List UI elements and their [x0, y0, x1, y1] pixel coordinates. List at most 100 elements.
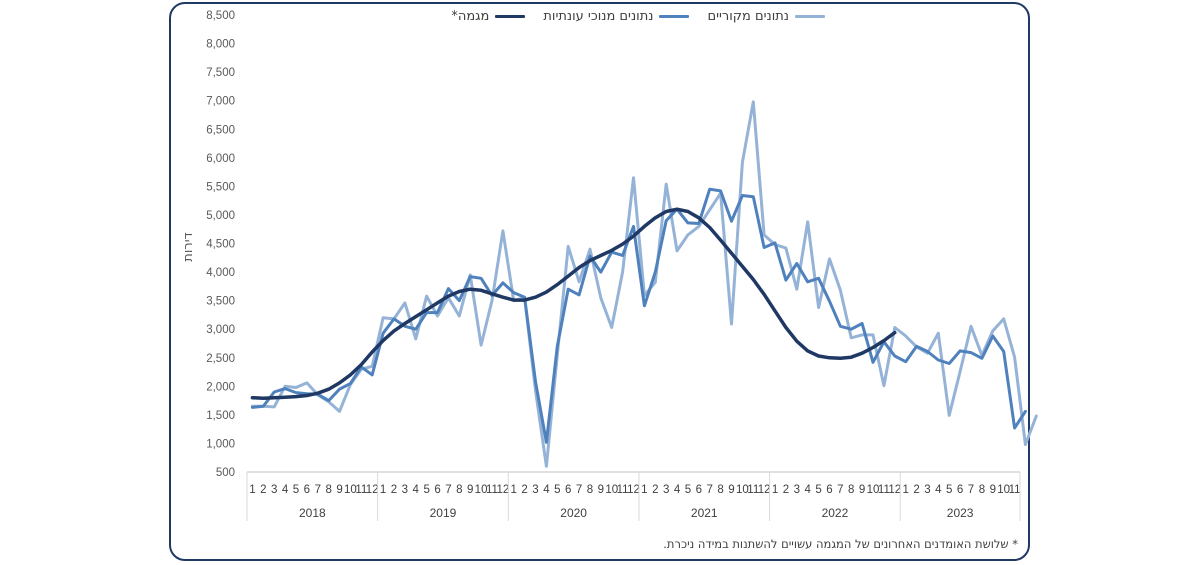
x-tick-label-month: 1 — [772, 484, 778, 496]
x-tick-label-month: 9 — [467, 484, 473, 496]
x-tick-label-month: 5 — [685, 484, 691, 496]
x-tick-label-month: 11 — [747, 484, 759, 496]
x-tick-label-month: 4 — [804, 484, 811, 496]
y-tick-label: 1,500 — [206, 410, 235, 422]
x-tick-label-month: 11 — [878, 484, 890, 496]
y-tick-label: 3,000 — [206, 324, 235, 336]
x-tick-label-month: 12 — [758, 484, 771, 496]
x-tick-label-month: 3 — [271, 484, 277, 496]
legend: נתונים מקוריים נתונים מנוכי עונתיות מגמה… — [405, 6, 825, 26]
x-tick-label-year: 2021 — [691, 506, 718, 520]
x-tick-label-month: 10 — [736, 484, 749, 496]
x-tick-label-month: 4 — [935, 484, 942, 496]
x-tick-label-month: 10 — [605, 484, 618, 496]
x-tick-label-year: 2019 — [430, 506, 457, 520]
x-tick-label-month: 3 — [402, 484, 408, 496]
x-tick-label-year: 2023 — [947, 506, 974, 520]
x-tick-label-month: 5 — [554, 484, 560, 496]
x-tick-label-month: 8 — [325, 484, 331, 496]
x-tick-label-month: 2 — [783, 484, 789, 496]
y-tick-label: 6,000 — [206, 153, 235, 165]
x-tick-label-month: 8 — [717, 484, 723, 496]
chart-frame — [169, 2, 1030, 561]
legend-swatch-original — [795, 14, 825, 18]
x-tick-label-month: 1 — [511, 484, 517, 496]
y-tick-label: 2,500 — [206, 353, 235, 365]
series-trend-line — [250, 207, 897, 401]
x-tick-label-month: 1 — [249, 484, 255, 496]
legend-label-original: נתונים מקוריים — [707, 8, 789, 24]
x-tick-label-month: 5 — [423, 484, 429, 496]
x-tick-label-month: 6 — [434, 484, 440, 496]
x-tick-label-month: 1 — [902, 484, 908, 496]
x-tick-label-month: 7 — [576, 484, 582, 496]
x-tick-label-month: 4 — [282, 484, 289, 496]
x-tick-label-month: 12 — [888, 484, 901, 496]
legend-label-trend: מגמה* — [451, 8, 490, 24]
x-tick-label-month: 6 — [957, 484, 963, 496]
y-tick-label: 1,000 — [206, 438, 235, 450]
x-tick-label-month: 8 — [587, 484, 593, 496]
x-tick-label-month: 12 — [366, 484, 379, 496]
x-tick-label-month: 7 — [707, 484, 713, 496]
x-tick-label-month: 3 — [663, 484, 669, 496]
x-tick-label-month: 11 — [617, 484, 629, 496]
legend-label-seasonally-adjusted: נתונים מנוכי עונתיות — [543, 8, 654, 24]
legend-swatch-seasonally-adjusted — [659, 14, 690, 18]
x-tick-label-month: 6 — [696, 484, 702, 496]
x-tick-label-month: 4 — [674, 484, 681, 496]
x-tick-label-month: 5 — [293, 484, 299, 496]
x-tick-label-month: 5 — [815, 484, 821, 496]
y-tick-label: 8,500 — [206, 10, 235, 22]
x-tick-label-month: 9 — [336, 484, 342, 496]
x-tick-label-month: 7 — [968, 484, 974, 496]
x-tick-label-month: 8 — [979, 484, 985, 496]
y-tick-label: 8,000 — [206, 39, 235, 51]
y-tick-label: 7,500 — [206, 67, 235, 79]
x-tick-label-month: 10 — [344, 484, 357, 496]
x-tick-label-year: 2018 — [299, 506, 326, 520]
x-tick-label-month: 9 — [728, 484, 734, 496]
x-tick-label-month: 9 — [990, 484, 996, 496]
x-tick-label-month: 3 — [924, 484, 930, 496]
x-tick-label-month: 5 — [946, 484, 952, 496]
x-tick-label-month: 7 — [315, 484, 321, 496]
footnote: * שלושת האומדנים האחרונים של המגמה עשויי… — [663, 537, 1018, 551]
series-original-line — [250, 100, 1038, 468]
legend-swatch-trend — [495, 14, 526, 18]
x-tick-label-month: 10 — [997, 484, 1010, 496]
x-tick-label-month: 4 — [543, 484, 550, 496]
x-tick-label-month: 11 — [486, 484, 498, 496]
x-tick-label-month: 12 — [627, 484, 640, 496]
x-tick-label-month: 9 — [859, 484, 865, 496]
y-tick-label: 2,000 — [206, 381, 235, 393]
x-tick-label-month: 8 — [848, 484, 854, 496]
x-tick-label-month: 2 — [521, 484, 527, 496]
x-tick-label-year: 2020 — [560, 506, 587, 520]
x-tick-label-month: 2 — [913, 484, 919, 496]
y-tick-label: 4,500 — [206, 239, 235, 251]
x-tick-label-month: 3 — [532, 484, 538, 496]
x-tick-label-month: 1 — [380, 484, 386, 496]
x-tick-label-month: 12 — [496, 484, 509, 496]
x-tick-label-year: 2022 — [822, 506, 849, 520]
x-tick-label-month: 6 — [304, 484, 310, 496]
y-tick-label: 500 — [216, 467, 235, 479]
y-tick-label: 3,500 — [206, 296, 235, 308]
x-tick-label-month: 6 — [565, 484, 571, 496]
x-tick-label-month: 10 — [867, 484, 880, 496]
x-tick-label-month: 11 — [355, 484, 367, 496]
y-tick-label: 6,500 — [206, 124, 235, 136]
x-tick-label-month: 10 — [475, 484, 488, 496]
legend-item-trend: מגמה* — [451, 8, 526, 24]
legend-item-seasonally-adjusted: נתונים מנוכי עונתיות — [543, 8, 690, 24]
x-tick-label-month: 2 — [652, 484, 658, 496]
x-tick-label-month: 11 — [1009, 484, 1021, 496]
x-tick-label-month: 2 — [260, 484, 266, 496]
y-axis-title: דירות — [181, 232, 196, 261]
x-tick-label-month: 2 — [391, 484, 397, 496]
legend-item-original: נתונים מקוריים — [707, 9, 825, 24]
x-tick-label-month: 9 — [598, 484, 604, 496]
x-tick-label-month: 7 — [445, 484, 451, 496]
